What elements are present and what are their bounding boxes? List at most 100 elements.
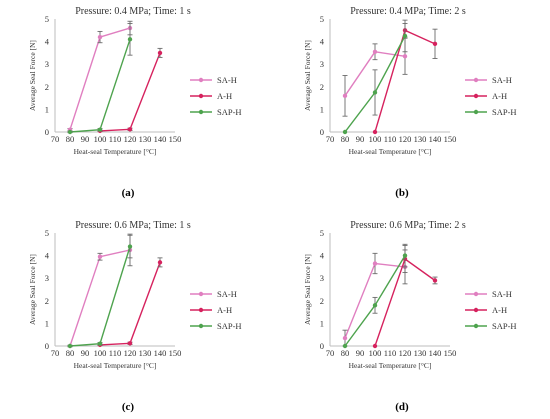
x-tick-label-a: 80 (66, 134, 75, 144)
data-point-SAP-H-d (402, 253, 408, 258)
x-axis-label-a: Heat-seal Temperature [°C] (74, 147, 157, 156)
x-tick-label-d: 120 (399, 348, 412, 358)
chart-title-c: Pressure: 0.6 MPa; Time: 1 s (75, 220, 191, 231)
x-tick-label-c: 90 (81, 348, 90, 358)
x-tick-label-a: 110 (109, 134, 121, 144)
y-tick-label-c: 1 (45, 318, 49, 328)
data-point-SAP-H-a (127, 37, 133, 42)
x-tick-label-d: 130 (414, 348, 427, 358)
y-tick-label-d: 1 (320, 318, 324, 328)
y-tick-label-d: 0 (320, 341, 324, 351)
x-tick-label-c: 140 (154, 348, 167, 358)
panel-label-a: (a) (121, 187, 135, 199)
data-point-A-H-b (432, 41, 438, 47)
legend-marker-SA-H-d (473, 291, 479, 297)
legend-marker-A-H-c (198, 307, 204, 313)
y-tick-label-c: 3 (45, 273, 49, 283)
x-tick-label-d: 80 (341, 348, 350, 358)
data-point-SA-H-c (97, 254, 103, 259)
data-point-SA-H-b (342, 93, 348, 99)
data-point-SAP-H-c (97, 341, 103, 346)
x-tick-label-c: 110 (109, 348, 121, 358)
data-point-A-H-c (127, 341, 133, 346)
x-tick-label-d: 70 (326, 348, 335, 358)
y-tick-label-d: 2 (320, 296, 324, 306)
x-tick-label-c: 150 (169, 348, 182, 358)
data-point-SAP-H-d (372, 303, 378, 308)
data-point-SA-H-a (97, 34, 103, 40)
legend-marker-SA-H-a (198, 77, 204, 83)
x-tick-label-d: 110 (384, 348, 396, 358)
x-tick-label-a: 140 (154, 134, 167, 144)
x-tick-label-a: 90 (81, 134, 90, 144)
data-point-SA-H-b (402, 54, 408, 59)
panel-label-d: (d) (395, 401, 409, 413)
y-tick-label-b: 5 (320, 14, 324, 24)
chart-panel-b: Pressure: 0.4 MPa; Time: 2 s 70 80 90 100 110… (303, 6, 517, 156)
legend-label-SA-H-b: SA-H (492, 75, 512, 85)
legend-label-SAP-H-d: SAP-H (492, 321, 517, 331)
legend-label-A-H-b: A-H (492, 91, 507, 101)
y-tick-label-b: 0 (320, 127, 324, 137)
y-axis-label-a: Average Seal Force [N] (28, 40, 37, 111)
x-tick-label-c: 130 (139, 348, 152, 358)
chart-title-d: Pressure: 0.6 MPa; Time: 2 s (350, 220, 466, 231)
legend-marker-SA-H-b (473, 77, 479, 83)
legend-marker-SAP-H-b (473, 109, 479, 115)
chart-title-a: Pressure: 0.4 MPa; Time: 1 s (75, 6, 191, 17)
y-tick-label-b: 3 (320, 59, 324, 69)
y-tick-label-d: 4 (320, 251, 325, 261)
legend-label-A-H-d: A-H (492, 305, 507, 315)
chart-panel-c: Pressure: 0.6 MPa; Time: 1 s 70 80 90 100 110… (28, 220, 242, 370)
y-tick-label-b: 1 (320, 104, 324, 114)
data-point-A-H-d (372, 343, 378, 349)
data-point-SAP-H-d (342, 343, 348, 349)
legend-label-SA-H-d: SA-H (492, 289, 512, 299)
y-tick-label-d: 5 (320, 228, 324, 238)
data-point-A-H-a (157, 50, 163, 56)
series-line-A-H-c (99, 262, 161, 346)
y-axis-label-d: Average Seal Force [N] (303, 254, 312, 325)
y-tick-label-a: 4 (45, 37, 50, 47)
y-axis-label-c: Average Seal Force [N] (28, 254, 37, 325)
x-tick-label-c: 120 (124, 348, 137, 358)
data-point-SAP-H-c (127, 244, 133, 249)
series-line-SA-H-c (69, 249, 131, 347)
x-tick-label-c: 80 (66, 348, 75, 358)
x-axis-label-b: Heat-seal Temperature [°C] (349, 147, 432, 156)
legend-marker-A-H-a (198, 93, 204, 99)
x-tick-label-a: 100 (94, 134, 107, 144)
data-point-A-H-c (157, 260, 163, 265)
x-tick-label-b: 130 (414, 134, 427, 144)
legend-label-SA-H-c: SA-H (217, 289, 237, 299)
x-axis-label-d: Heat-seal Temperature [°C] (349, 361, 432, 370)
data-point-SAP-H-a (97, 127, 103, 132)
legend-marker-A-H-d (473, 307, 479, 313)
x-tick-label-a: 130 (139, 134, 152, 144)
legend-label-SA-H-a: SA-H (217, 75, 237, 85)
data-point-SAP-H-a (67, 129, 73, 135)
y-axis-label-b: Average Seal Force [N] (303, 40, 312, 111)
x-tick-label-b: 120 (399, 134, 412, 144)
y-tick-label-c: 4 (45, 251, 50, 261)
x-tick-label-b: 150 (444, 134, 457, 144)
x-tick-label-c: 70 (51, 348, 60, 358)
data-point-SAP-H-b (372, 90, 378, 95)
legend-marker-SAP-H-a (198, 109, 204, 115)
legend-label-A-H-c: A-H (217, 305, 232, 315)
chart-panel-d: Pressure: 0.6 MPa; Time: 2 s 70 80 90 100 110… (303, 220, 517, 370)
y-tick-label-c: 0 (45, 341, 49, 351)
data-point-SAP-H-c (67, 343, 73, 349)
x-tick-label-b: 80 (341, 134, 350, 144)
x-tick-label-d: 100 (369, 348, 382, 358)
legend-marker-SA-H-c (198, 291, 204, 297)
y-tick-label-b: 2 (320, 82, 324, 92)
y-tick-label-b: 4 (320, 37, 325, 47)
x-tick-label-b: 70 (326, 134, 335, 144)
series-line-SAP-H-a (69, 39, 131, 133)
x-tick-label-d: 140 (429, 348, 442, 358)
y-tick-label-c: 2 (45, 296, 49, 306)
x-axis-label-c: Heat-seal Temperature [°C] (74, 361, 157, 370)
panel-label-b: (b) (395, 187, 409, 199)
